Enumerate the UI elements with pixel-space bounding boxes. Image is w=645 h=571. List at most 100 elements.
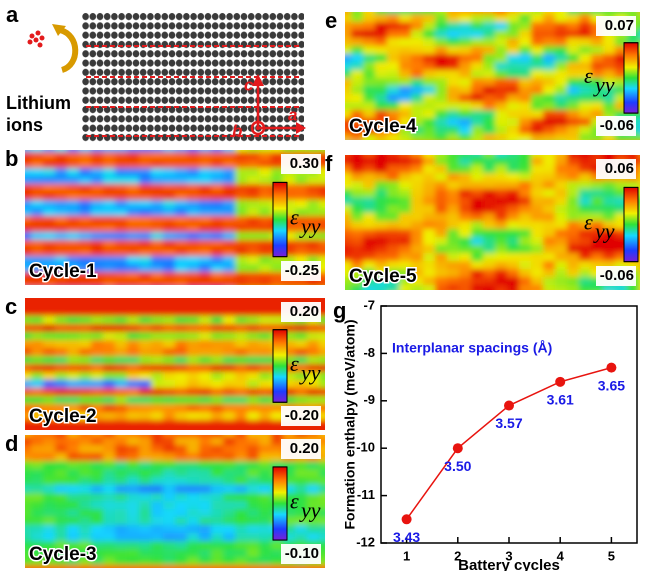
heat-cell xyxy=(103,428,116,430)
heat-cell xyxy=(591,285,604,290)
heat-cell xyxy=(235,412,248,421)
heat-cell xyxy=(531,237,544,246)
heat-cell xyxy=(307,340,320,349)
heat-cell xyxy=(103,316,116,325)
heat-cell xyxy=(223,216,236,225)
heat-cell xyxy=(567,181,580,190)
heat-cell xyxy=(31,200,44,209)
heat-cell xyxy=(567,197,580,206)
heat-cell xyxy=(531,22,544,31)
heat-cell xyxy=(519,22,532,31)
heat-cell xyxy=(399,78,412,87)
heat-cell xyxy=(387,205,400,214)
heat-cell xyxy=(319,150,325,153)
heat-cell xyxy=(211,192,224,201)
heat-cell xyxy=(351,285,364,290)
heat-cell xyxy=(103,240,116,249)
heat-cell xyxy=(67,256,80,265)
heat-cell xyxy=(247,533,260,542)
heat-cell xyxy=(271,435,284,438)
heat-cell xyxy=(399,285,412,290)
heat-cell xyxy=(187,565,200,568)
heat-cell xyxy=(55,200,68,209)
heat-cell xyxy=(543,213,556,222)
heat-cell xyxy=(43,200,56,209)
heat-cell xyxy=(363,245,376,254)
heat-cell xyxy=(495,245,508,254)
heat-cell xyxy=(223,264,236,273)
heat-cell xyxy=(235,533,248,542)
heat-cell xyxy=(199,300,212,309)
heat-cell xyxy=(319,280,325,285)
heat-cell xyxy=(67,461,80,470)
heat-cell xyxy=(447,110,460,119)
heat-cell xyxy=(247,192,260,201)
heat-cell xyxy=(459,277,472,286)
heat-cell xyxy=(43,445,56,454)
heat-cell xyxy=(115,208,128,217)
heat-cell xyxy=(187,396,200,405)
heat-cell xyxy=(543,277,556,286)
heat-cell xyxy=(163,340,176,349)
heat-cell xyxy=(211,356,224,365)
heat-cell xyxy=(151,396,164,405)
heat-cell xyxy=(55,208,68,217)
heat-cell xyxy=(55,477,68,486)
heat-cell xyxy=(351,110,364,119)
heat-cell xyxy=(319,549,325,558)
heat-cell xyxy=(495,269,508,278)
heat-cell xyxy=(79,152,92,161)
heat-cell xyxy=(579,70,592,79)
heat-cell xyxy=(67,437,80,446)
heat-cell xyxy=(483,245,496,254)
heat-cell xyxy=(175,348,188,357)
heat-cell xyxy=(399,46,412,55)
heat-cell xyxy=(43,517,56,526)
heat-cell xyxy=(91,168,104,177)
heat-cell xyxy=(615,134,628,140)
heat-cell xyxy=(175,493,188,502)
heat-cell xyxy=(25,256,32,265)
heat-cell xyxy=(43,485,56,494)
heat-cell xyxy=(187,272,200,281)
heat-cell xyxy=(345,110,352,119)
heat-cell xyxy=(67,380,80,389)
colorbar-label: -0.20 xyxy=(285,407,319,424)
heat-cell xyxy=(43,224,56,233)
heat-cell xyxy=(345,70,352,79)
heat-cell xyxy=(319,404,325,413)
heat-cell xyxy=(603,78,616,87)
heat-cell xyxy=(567,110,580,119)
colorbar-subscript: yy xyxy=(299,498,321,523)
heat-cell xyxy=(495,62,508,71)
heat-cell xyxy=(127,168,140,177)
point-label: 3.43 xyxy=(393,529,420,545)
heat-cell xyxy=(55,380,68,389)
heat-cell xyxy=(139,501,152,510)
heat-cell xyxy=(363,261,376,270)
heat-cell xyxy=(91,356,104,365)
heat-cell xyxy=(25,404,32,413)
heat-cell xyxy=(603,237,616,246)
heat-cell xyxy=(507,22,520,31)
heat-cell xyxy=(555,54,568,63)
heat-cell xyxy=(67,224,80,233)
y-tick-label: -8 xyxy=(363,345,375,360)
heat-cell xyxy=(363,14,376,23)
heat-cell xyxy=(175,509,188,518)
heat-cell xyxy=(483,205,496,214)
heat-cell xyxy=(387,173,400,182)
heat-cell xyxy=(399,142,412,151)
heat-cell xyxy=(435,12,448,15)
heat-cell xyxy=(435,22,448,31)
heat-cell xyxy=(543,285,556,290)
heat-cell xyxy=(615,62,628,71)
heat-cell xyxy=(25,525,32,534)
heat-cell xyxy=(31,248,44,257)
heat-cell xyxy=(103,477,116,486)
heat-cell xyxy=(495,253,508,262)
x-tick-label: 3 xyxy=(505,548,512,563)
heat-cell xyxy=(91,300,104,309)
heat-cell xyxy=(259,300,272,309)
heat-cell xyxy=(115,324,128,333)
